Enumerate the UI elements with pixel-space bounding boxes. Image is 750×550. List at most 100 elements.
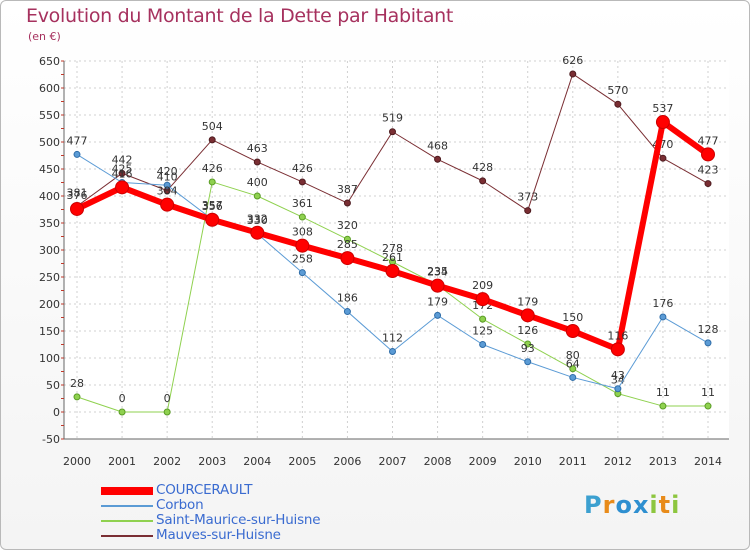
data-point-courcerault bbox=[430, 278, 445, 293]
data-label-mauves-sur-huisne: 423 bbox=[698, 164, 719, 177]
data-point-courcerault bbox=[340, 251, 355, 266]
data-point-courcerault bbox=[475, 292, 490, 307]
data-point-saint-maurice-sur-huisne bbox=[118, 408, 126, 416]
y-tick-label: 600 bbox=[39, 82, 60, 95]
data-point-courcerault bbox=[610, 342, 625, 357]
logo-letter: r bbox=[602, 491, 616, 519]
y-tick-label: 400 bbox=[39, 190, 60, 203]
legend-label: Corbon bbox=[156, 497, 204, 513]
data-label-courcerault: 384 bbox=[157, 185, 178, 198]
legend-item: Saint-Maurice-sur-Huisne bbox=[101, 512, 321, 528]
data-point-saint-maurice-sur-huisne bbox=[524, 340, 532, 348]
data-label-saint-maurice-sur-huisne: 426 bbox=[202, 162, 223, 175]
data-label-corbon: 176 bbox=[652, 297, 673, 310]
data-label-mauves-sur-huisne: 426 bbox=[292, 162, 313, 175]
y-tick-label: 550 bbox=[39, 109, 60, 122]
data-point-courcerault bbox=[250, 225, 265, 240]
data-point-corbon bbox=[434, 311, 442, 319]
data-point-mauves-sur-huisne bbox=[343, 199, 351, 207]
y-tick-label: 350 bbox=[39, 217, 60, 230]
y-tick-label: 200 bbox=[39, 298, 60, 311]
legend-label: Saint-Maurice-sur-Huisne bbox=[156, 512, 321, 528]
data-point-saint-maurice-sur-huisne bbox=[208, 178, 216, 186]
logo-letter: o bbox=[615, 491, 633, 519]
data-label-saint-maurice-sur-huisne: 278 bbox=[382, 242, 403, 255]
data-label-corbon: 186 bbox=[337, 292, 358, 305]
data-label-corbon: 64 bbox=[566, 357, 580, 370]
data-label-mauves-sur-huisne: 442 bbox=[112, 153, 133, 166]
data-label-saint-maurice-sur-huisne: 361 bbox=[292, 197, 313, 210]
data-point-saint-maurice-sur-huisne bbox=[704, 402, 712, 410]
data-point-corbon bbox=[704, 339, 712, 347]
data-point-mauves-sur-huisne bbox=[298, 178, 306, 186]
legend-item: Mauves-sur-Huisne bbox=[101, 528, 320, 543]
logo-letter: t bbox=[658, 491, 672, 519]
data-point-courcerault bbox=[565, 324, 580, 338]
data-point-corbon bbox=[479, 341, 487, 348]
data-point-mauves-sur-huisne bbox=[389, 128, 396, 136]
data-point-saint-maurice-sur-huisne bbox=[298, 213, 306, 221]
data-point-saint-maurice-sur-huisne bbox=[163, 408, 171, 416]
proxiti-logo: Proxiti bbox=[584, 491, 680, 519]
data-point-courcerault bbox=[70, 201, 84, 216]
legend-swatch bbox=[101, 486, 153, 495]
data-label-courcerault: 179 bbox=[517, 295, 538, 308]
data-label-corbon: 112 bbox=[382, 332, 403, 345]
data-point-corbon bbox=[73, 150, 81, 158]
data-point-courcerault bbox=[385, 264, 400, 279]
data-label-corbon: 128 bbox=[698, 323, 719, 336]
y-tick-label: 500 bbox=[39, 136, 60, 149]
data-point-saint-maurice-sur-huisne bbox=[479, 315, 487, 323]
data-label-courcerault: 376 bbox=[67, 189, 88, 202]
logo-letter: i bbox=[671, 491, 681, 519]
y-tick-label: 0 bbox=[53, 406, 60, 419]
data-point-courcerault bbox=[655, 115, 670, 130]
data-label-courcerault: 308 bbox=[292, 226, 313, 239]
x-tick-label: 2001 bbox=[108, 455, 136, 468]
data-point-mauves-sur-huisne bbox=[118, 169, 126, 177]
logo-letter: i bbox=[649, 491, 659, 519]
data-label-courcerault: 261 bbox=[382, 251, 403, 264]
data-point-corbon bbox=[524, 358, 532, 366]
data-point-corbon bbox=[343, 308, 351, 316]
data-label-mauves-sur-huisne: 463 bbox=[247, 142, 268, 155]
data-point-mauves-sur-huisne bbox=[253, 158, 261, 166]
data-label-corbon: 258 bbox=[292, 253, 313, 266]
x-tick-label: 2007 bbox=[379, 455, 407, 468]
data-point-courcerault bbox=[205, 212, 220, 227]
data-point-mauves-sur-huisne bbox=[434, 155, 442, 163]
chart-legend: COURCERAULT Corbon Saint-Maurice-sur-Huisn… bbox=[101, 483, 321, 543]
data-label-courcerault: 234 bbox=[427, 266, 448, 279]
y-tick-label: -50 bbox=[42, 433, 60, 446]
data-point-courcerault bbox=[520, 308, 535, 323]
data-label-corbon: 420 bbox=[157, 165, 178, 178]
y-tick-label: 450 bbox=[39, 163, 60, 176]
data-label-saint-maurice-sur-huisne: 320 bbox=[337, 219, 358, 232]
y-tick-label: 50 bbox=[46, 379, 60, 392]
x-tick-label: 2008 bbox=[424, 455, 452, 468]
data-label-saint-maurice-sur-huisne: 28 bbox=[70, 377, 84, 390]
chart-title: Evolution du Montant de la Dette par Hab… bbox=[26, 5, 454, 27]
data-point-saint-maurice-sur-huisne bbox=[659, 402, 667, 410]
data-label-saint-maurice-sur-huisne: 400 bbox=[247, 176, 268, 189]
data-label-courcerault: 477 bbox=[698, 134, 719, 147]
data-label-mauves-sur-huisne: 381 bbox=[67, 186, 88, 199]
x-tick-label: 2000 bbox=[63, 455, 91, 468]
logo-letter: x bbox=[632, 491, 650, 519]
data-label-corbon: 330 bbox=[247, 214, 268, 227]
data-label-courcerault: 209 bbox=[472, 279, 493, 292]
data-point-mauves-sur-huisne bbox=[208, 136, 216, 144]
data-label-corbon: 477 bbox=[67, 134, 88, 147]
legend-label: Mauves-sur-Huisne bbox=[156, 527, 281, 543]
legend-item: COURCERAULT bbox=[101, 483, 320, 498]
y-tick-label: 300 bbox=[39, 244, 60, 257]
data-label-corbon: 125 bbox=[472, 325, 493, 338]
data-label-mauves-sur-huisne: 468 bbox=[427, 139, 448, 152]
y-tick-label: 250 bbox=[39, 271, 60, 284]
data-label-saint-maurice-sur-huisne: 80 bbox=[566, 349, 580, 362]
data-point-saint-maurice-sur-huisne bbox=[73, 393, 81, 401]
logo-letter: P bbox=[584, 491, 603, 519]
x-tick-label: 2009 bbox=[469, 455, 497, 468]
